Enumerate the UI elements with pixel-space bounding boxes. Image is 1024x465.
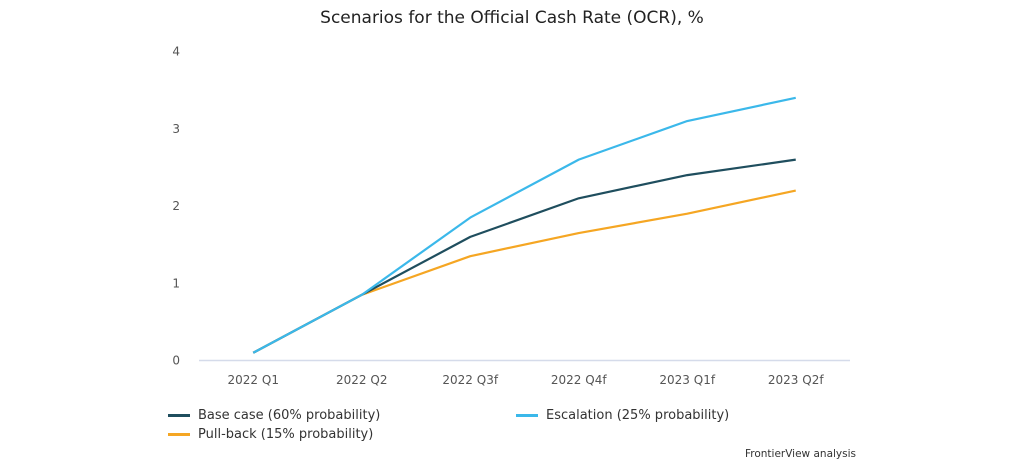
x-tick-label: 2022 Q2	[336, 373, 387, 387]
legend-item-base-case: Base case (60% probability)	[168, 408, 380, 423]
y-tick-label: 0	[172, 354, 180, 368]
y-tick-label: 1	[172, 276, 180, 290]
source-note: FrontierView analysis	[744, 448, 856, 460]
y-tick-label: 3	[172, 122, 180, 136]
legend-swatch	[168, 433, 190, 436]
x-tick-label: 2022 Q1	[228, 373, 279, 387]
x-tick-label: 2023 Q1f	[659, 373, 715, 387]
legend-label: Base case (60% probability)	[198, 408, 381, 423]
legend-item-pull-back: Pull-back (15% probability)	[168, 427, 373, 442]
series-line-pull-back	[252, 189, 796, 354]
x-tick-label: 2023 Q2f	[768, 373, 824, 387]
x-tick-label: 2022 Q3f	[442, 373, 498, 387]
legend-swatch	[516, 414, 538, 417]
y-tick-label: 2	[172, 199, 180, 213]
x-tick-label: 2022 Q4f	[551, 373, 607, 387]
series-line-escalation	[252, 96, 796, 354]
legend-label: Escalation (25% probability)	[546, 408, 730, 423]
legend-label: Pull-back (15% probability)	[198, 427, 374, 442]
legend-swatch	[168, 414, 190, 417]
chart-title: Scenarios for the Official Cash Rate (OC…	[320, 8, 704, 28]
y-tick-label: 4	[172, 45, 180, 59]
legend-item-escalation: Escalation (25% probability)	[516, 408, 729, 423]
